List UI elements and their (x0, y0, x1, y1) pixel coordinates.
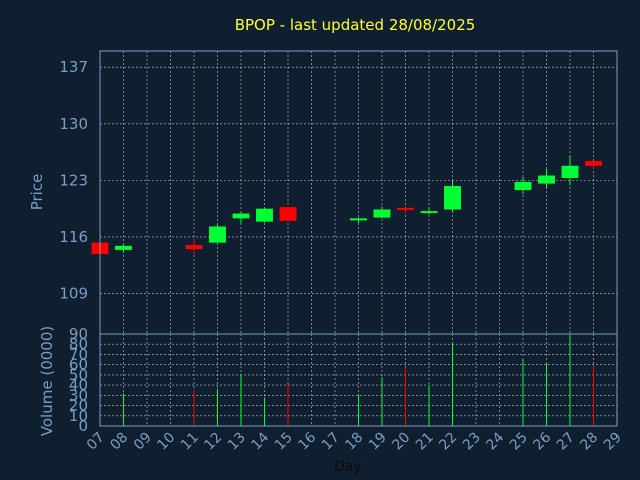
candle-body (279, 207, 297, 221)
day-tick-label: 28 (577, 430, 601, 454)
volume-tick-label: 70 (69, 345, 88, 363)
price-axis-ticks: 109 116 123 130 137 (59, 58, 88, 302)
day-tick-label: 17 (319, 430, 343, 454)
price-candles (91, 155, 602, 254)
day-tick-label: 21 (413, 430, 437, 454)
candle-body (420, 211, 438, 214)
day-tick-label: 14 (248, 429, 272, 453)
candle-body (185, 245, 203, 250)
candle-body (514, 181, 532, 191)
volume-tick-label: 90 (69, 325, 88, 343)
day-tick-label: 19 (366, 430, 390, 454)
price-tick-label: 109 (59, 285, 88, 303)
candle-body (232, 213, 250, 219)
day-tick-label: 24 (483, 429, 507, 453)
candle-body (561, 165, 579, 178)
volume-tick-label: 40 (69, 376, 88, 394)
day-tick-label: 11 (178, 430, 202, 454)
price-tick-label: 137 (59, 58, 88, 76)
day-tick-label: 26 (530, 429, 554, 453)
day-tick-label: 16 (295, 429, 319, 453)
price-axis-label: Price (28, 174, 46, 211)
candle-body (256, 208, 273, 222)
day-tick-label: 09 (131, 430, 155, 454)
day-tick-label: 08 (107, 430, 131, 454)
candle-body (585, 160, 602, 166)
day-tick-label: 25 (507, 430, 531, 454)
volume-tick-label: 20 (69, 397, 88, 415)
candle-body (209, 226, 226, 243)
candle-body (373, 209, 391, 218)
chart-title: BPOP - last updated 28/08/2025 (235, 16, 476, 34)
day-axis-label: Day (334, 459, 362, 475)
day-tick-label: 20 (389, 430, 413, 454)
volume-axis-label: Volume (0000) (38, 326, 56, 436)
day-tick-label: 13 (225, 430, 249, 454)
day-tick-label: 23 (460, 430, 484, 454)
day-axis-ticks: 07 08 09 10 11 12 13 14 15 16 17 18 19 20 21 22 23 24 25 26… (84, 429, 625, 453)
day-tick-label: 27 (554, 430, 578, 454)
volume-bars (123, 334, 594, 426)
day-tick-label: 10 (154, 430, 178, 454)
day-tick-label: 15 (272, 430, 296, 454)
day-tick-label: 18 (342, 430, 366, 454)
volume-tick-label: 80 (69, 335, 88, 353)
price-tick-label: 130 (59, 115, 88, 133)
candle-body (444, 186, 461, 210)
volume-tick-label: 10 (69, 407, 88, 425)
volume-tick-label: 60 (69, 356, 88, 374)
day-tick-label: 29 (601, 430, 625, 454)
volume-panel-frame (99, 333, 618, 427)
candle-body (350, 218, 367, 221)
candle-body (397, 207, 414, 210)
day-tick-label: 12 (201, 430, 225, 454)
price-tick-label: 116 (59, 228, 88, 246)
volume-tick-label: 30 (69, 386, 88, 404)
day-tick-label: 22 (436, 430, 460, 454)
volume-tick-label: 50 (69, 366, 88, 384)
price-grid (100, 51, 617, 334)
candle-body (115, 245, 132, 250)
candle-body (538, 175, 555, 184)
volume-tick-label: 0 (78, 417, 88, 435)
price-tick-label: 123 (59, 171, 88, 189)
